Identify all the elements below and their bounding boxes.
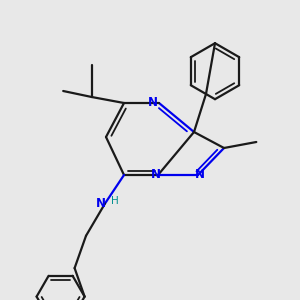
Text: N: N bbox=[148, 95, 158, 109]
Text: N: N bbox=[151, 167, 161, 181]
Text: H: H bbox=[111, 196, 119, 206]
Text: N: N bbox=[96, 197, 106, 210]
Text: N: N bbox=[195, 167, 205, 181]
